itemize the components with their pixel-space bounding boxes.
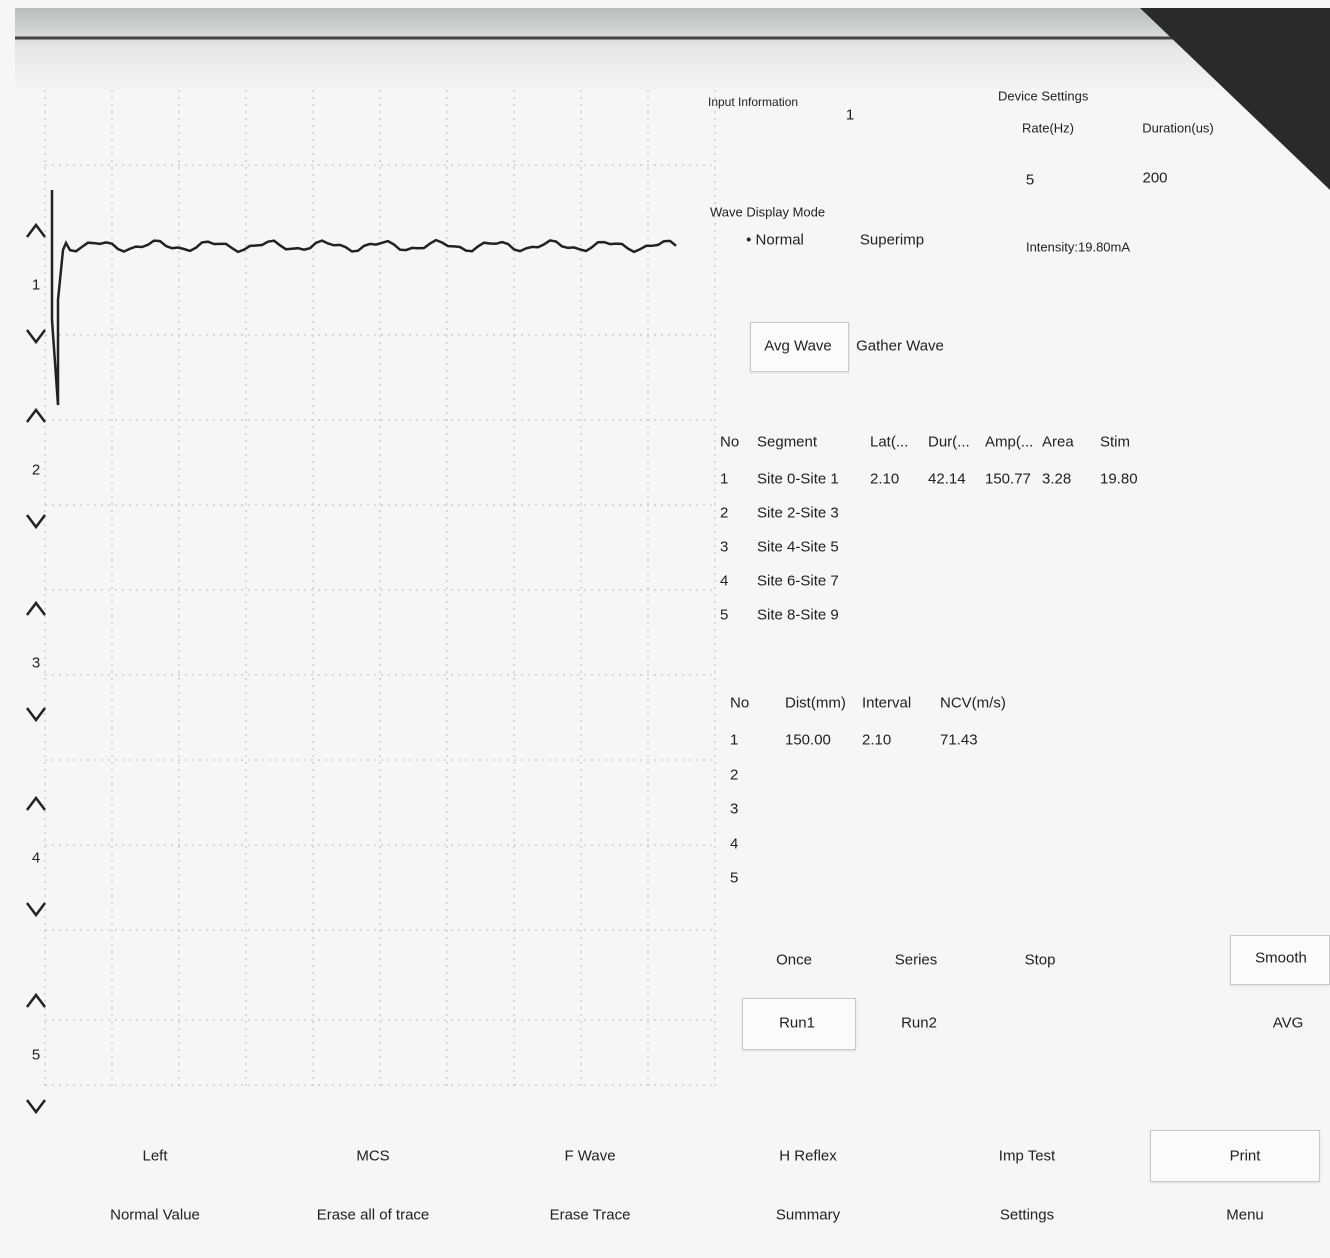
- channel-up-arrow: [27, 225, 45, 237]
- run-control[interactable]: Stop: [1025, 952, 1056, 969]
- wave-mode-normal: • Normal: [746, 232, 804, 249]
- rate-value: 5: [1026, 172, 1034, 189]
- channel-label: 4: [32, 850, 40, 867]
- ncv-cell: 5: [730, 870, 738, 887]
- segment-header: Dur(...: [928, 434, 970, 451]
- segment-cell: 5: [720, 607, 728, 624]
- channel-up-arrow: [27, 798, 45, 810]
- menu-button[interactable]: Summary: [776, 1207, 840, 1224]
- channel-down-arrow: [27, 708, 45, 720]
- segment-cell: 42.14: [928, 471, 966, 488]
- run-control[interactable]: Once: [776, 952, 812, 969]
- wave-mode-superimp: Superimp: [860, 232, 924, 249]
- wave-trace: [52, 190, 676, 405]
- segment-header: Stim: [1100, 434, 1130, 451]
- channel-label: 3: [32, 655, 40, 672]
- ncv-header: Dist(mm): [785, 695, 846, 712]
- run-control[interactable]: Series: [895, 952, 938, 969]
- menu-button[interactable]: F Wave: [564, 1148, 615, 1165]
- ncv-cell: 2: [730, 766, 738, 783]
- segment-cell: 150.77: [985, 471, 1031, 488]
- menu-button[interactable]: Menu: [1226, 1207, 1264, 1224]
- segment-cell: Site 4-Site 5: [757, 539, 839, 556]
- menu-button[interactable]: Normal Value: [110, 1207, 200, 1224]
- run-control[interactable]: Run2: [901, 1015, 937, 1032]
- top-bar: [15, 8, 1315, 90]
- segment-cell: 3: [720, 539, 728, 556]
- segment-cell: 3.28: [1042, 471, 1071, 488]
- segment-header: No: [720, 434, 739, 451]
- segment-header: Segment: [757, 434, 817, 451]
- segment-cell: Site 6-Site 7: [757, 573, 839, 590]
- channel-down-arrow: [27, 330, 45, 342]
- rate-label: Rate(Hz): [1022, 121, 1074, 136]
- menu-button[interactable]: Settings: [1000, 1207, 1054, 1224]
- run-control[interactable]: Run1: [779, 1015, 815, 1032]
- menu-button[interactable]: Erase Trace: [550, 1207, 631, 1224]
- ncv-cell: 150.00: [785, 732, 831, 749]
- run-control[interactable]: AVG: [1273, 1015, 1304, 1032]
- intensity: Intensity:19.80mA: [1026, 240, 1130, 255]
- run-control[interactable]: Smooth: [1255, 950, 1307, 967]
- segment-cell: 2.10: [870, 471, 899, 488]
- corner-shadow: [1140, 8, 1330, 190]
- wave-grid: [45, 90, 715, 1090]
- background-drawing: [0, 0, 1330, 1258]
- wave-mode-title: Wave Display Mode: [710, 205, 825, 220]
- segment-cell: Site 0-Site 1: [757, 471, 839, 488]
- segment-cell: 1: [720, 471, 728, 488]
- channel-up-arrow: [27, 603, 45, 615]
- ncv-cell: 71.43: [940, 732, 978, 749]
- segment-cell: 19.80: [1100, 471, 1138, 488]
- menu-button[interactable]: Erase all of trace: [317, 1207, 430, 1224]
- segment-cell: Site 2-Site 3: [757, 505, 839, 522]
- segment-header: Amp(...: [985, 434, 1033, 451]
- ncv-cell: 2.10: [862, 732, 891, 749]
- duration-value: 200: [1142, 170, 1167, 187]
- input-info-label: Input Information: [708, 95, 798, 109]
- screen: 1 2 3 4 5 Input Information 1 Device Settings Ra…: [0, 0, 1330, 1258]
- channel-label: 1: [32, 277, 40, 294]
- channel-down-arrow: [27, 1100, 45, 1112]
- segment-cell: 4: [720, 573, 728, 590]
- device-settings-title: Device Settings: [998, 89, 1088, 104]
- wave-button[interactable]: Avg Wave: [764, 338, 832, 355]
- channel-up-arrow: [27, 410, 45, 422]
- segment-header: Area: [1042, 434, 1074, 451]
- channel-down-arrow: [27, 903, 45, 915]
- menu-button[interactable]: H Reflex: [779, 1148, 837, 1165]
- menu-button[interactable]: Left: [142, 1148, 167, 1165]
- ncv-header: Interval: [862, 695, 911, 712]
- segment-header: Lat(...: [870, 434, 908, 451]
- menu-button[interactable]: Imp Test: [999, 1148, 1055, 1165]
- channel-up-arrow: [27, 995, 45, 1007]
- ncv-cell: 1: [730, 732, 738, 749]
- channel-label: 5: [32, 1047, 40, 1064]
- segment-cell: Site 8-Site 9: [757, 607, 839, 624]
- channel-label: 2: [32, 462, 40, 479]
- menu-button[interactable]: Print: [1230, 1148, 1261, 1165]
- wave-button[interactable]: Gather Wave: [856, 338, 944, 355]
- ncv-header: No: [730, 695, 749, 712]
- ncv-cell: 4: [730, 835, 738, 852]
- channel-down-arrow: [27, 515, 45, 527]
- ncv-cell: 3: [730, 801, 738, 818]
- segment-cell: 2: [720, 505, 728, 522]
- duration-label: Duration(us): [1142, 121, 1214, 136]
- input-info-value: 1: [846, 107, 854, 124]
- ncv-header: NCV(m/s): [940, 695, 1006, 712]
- menu-button[interactable]: MCS: [356, 1148, 389, 1165]
